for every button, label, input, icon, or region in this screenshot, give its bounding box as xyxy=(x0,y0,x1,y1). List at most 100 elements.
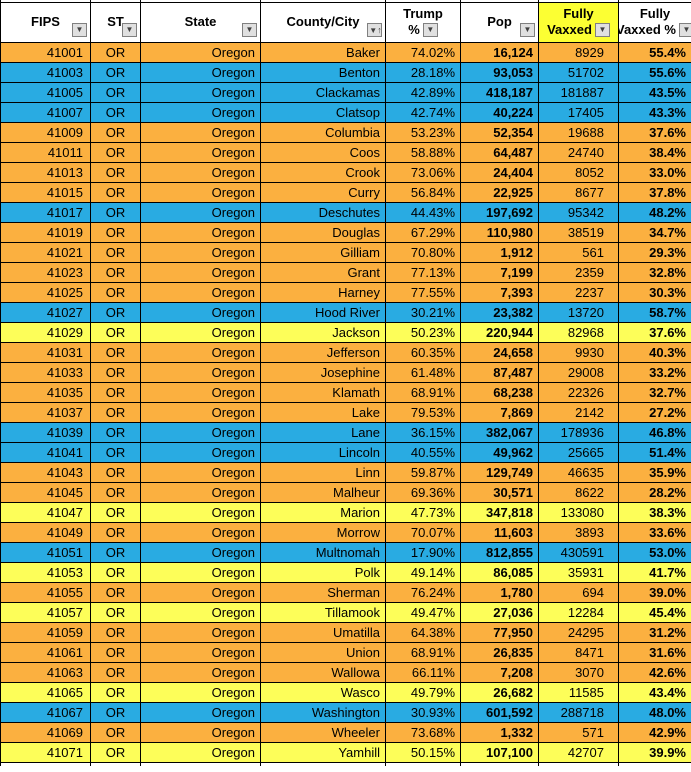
cell-st[interactable]: OR xyxy=(90,261,141,283)
cell-pop[interactable]: 27,036 xyxy=(460,601,539,623)
cell-fips[interactable]: 41019 xyxy=(0,221,91,243)
cell-state[interactable]: Oregon xyxy=(140,201,261,223)
cell-state[interactable]: Oregon xyxy=(140,41,261,63)
cell-fully_vaxxed_pct[interactable]: 32.8% xyxy=(618,261,691,283)
cell-pop[interactable]: 1,780 xyxy=(460,581,539,603)
filter-dropdown-button[interactable]: ▼ xyxy=(122,22,137,37)
cell-state[interactable]: Oregon xyxy=(140,381,261,403)
cell-state[interactable]: Oregon xyxy=(140,641,261,663)
cell-trump_pct[interactable]: 68.91% xyxy=(385,381,461,403)
cell-state[interactable]: Oregon xyxy=(140,361,261,383)
cell-pop[interactable]: 24,658 xyxy=(460,341,539,363)
cell-fully_vaxxed[interactable]: 25665 xyxy=(538,441,619,463)
cell-st[interactable]: OR xyxy=(90,41,141,63)
cell-pop[interactable]: 110,980 xyxy=(460,221,539,243)
cell-fips[interactable]: 41027 xyxy=(0,301,91,323)
cell-trump_pct[interactable]: 67.29% xyxy=(385,221,461,243)
cell-fully_vaxxed_pct[interactable]: 33.0% xyxy=(618,161,691,183)
cell-st[interactable]: OR xyxy=(90,161,141,183)
cell-pop[interactable]: 1,332 xyxy=(460,721,539,743)
cell-fully_vaxxed[interactable]: 95342 xyxy=(538,201,619,223)
cell-county[interactable]: Benton xyxy=(260,61,386,83)
cell-trump_pct[interactable]: 58.88% xyxy=(385,141,461,163)
filter-dropdown-button[interactable]: ▼ xyxy=(520,22,535,37)
cell-fips[interactable]: 41045 xyxy=(0,481,91,503)
cell-pop[interactable]: 40,224 xyxy=(460,101,539,123)
cell-fully_vaxxed_pct[interactable]: 37.6% xyxy=(618,321,691,343)
cell-county[interactable]: Harney xyxy=(260,281,386,303)
cell-state[interactable]: Oregon xyxy=(140,281,261,303)
cell-state[interactable]: Oregon xyxy=(140,601,261,623)
cell-fully_vaxxed[interactable]: 8929 xyxy=(538,41,619,63)
cell-trump_pct[interactable]: 40.55% xyxy=(385,441,461,463)
cell-pop[interactable]: 77,950 xyxy=(460,621,539,643)
cell-state[interactable]: Oregon xyxy=(140,221,261,243)
cell-st[interactable]: OR xyxy=(90,621,141,643)
cell-fully_vaxxed[interactable]: 133080 xyxy=(538,501,619,523)
cell-st[interactable]: OR xyxy=(90,181,141,203)
cell-county[interactable]: Yamhill xyxy=(260,741,386,763)
cell-fully_vaxxed_pct[interactable]: 30.3% xyxy=(618,281,691,303)
cell-st[interactable]: OR xyxy=(90,381,141,403)
cell-fully_vaxxed[interactable]: 430591 xyxy=(538,541,619,563)
cell-state[interactable]: Oregon xyxy=(140,541,261,563)
cell-fully_vaxxed[interactable]: 51702 xyxy=(538,61,619,83)
cell-county[interactable]: Tillamook xyxy=(260,601,386,623)
cell-fully_vaxxed_pct[interactable]: 39.0% xyxy=(618,581,691,603)
cell-fully_vaxxed_pct[interactable]: 43.4% xyxy=(618,681,691,703)
cell-pop[interactable]: 601,592 xyxy=(460,701,539,723)
cell-state[interactable]: Oregon xyxy=(140,241,261,263)
cell-county[interactable]: Multnomah xyxy=(260,541,386,563)
cell-county[interactable]: Grant xyxy=(260,261,386,283)
cell-county[interactable]: Crook xyxy=(260,161,386,183)
cell-fips[interactable]: 41015 xyxy=(0,181,91,203)
cell-fips[interactable]: 41007 xyxy=(0,101,91,123)
cell-county[interactable]: Linn xyxy=(260,461,386,483)
cell-fully_vaxxed[interactable]: 82968 xyxy=(538,321,619,343)
cell-st[interactable]: OR xyxy=(90,641,141,663)
cell-pop[interactable]: 197,692 xyxy=(460,201,539,223)
cell-fips[interactable]: 41063 xyxy=(0,661,91,683)
cell-fips[interactable]: 41031 xyxy=(0,341,91,363)
cell-county[interactable]: Lane xyxy=(260,421,386,443)
cell-fips[interactable]: 41071 xyxy=(0,741,91,763)
cell-state[interactable]: Oregon xyxy=(140,621,261,643)
cell-county[interactable]: Klamath xyxy=(260,381,386,403)
cell-state[interactable]: Oregon xyxy=(140,581,261,603)
cell-fully_vaxxed[interactable]: 694 xyxy=(538,581,619,603)
cell-fully_vaxxed[interactable]: 24295 xyxy=(538,621,619,643)
cell-fully_vaxxed_pct[interactable]: 46.8% xyxy=(618,421,691,443)
cell-county[interactable]: Douglas xyxy=(260,221,386,243)
cell-fully_vaxxed[interactable]: 178936 xyxy=(538,421,619,443)
cell-fully_vaxxed_pct[interactable]: 51.4% xyxy=(618,441,691,463)
cell-fully_vaxxed_pct[interactable]: 38.4% xyxy=(618,141,691,163)
cell-st[interactable]: OR xyxy=(90,281,141,303)
cell-trump_pct[interactable]: 42.89% xyxy=(385,81,461,103)
cell-fully_vaxxed_pct[interactable]: 55.6% xyxy=(618,61,691,83)
cell-pop[interactable]: 107,100 xyxy=(460,741,539,763)
cell-fully_vaxxed_pct[interactable]: 34.7% xyxy=(618,221,691,243)
cell-fully_vaxxed[interactable]: 11585 xyxy=(538,681,619,703)
cell-trump_pct[interactable]: 49.47% xyxy=(385,601,461,623)
cell-fips[interactable]: 41059 xyxy=(0,621,91,643)
cell-state[interactable]: Oregon xyxy=(140,661,261,683)
cell-st[interactable]: OR xyxy=(90,121,141,143)
cell-fully_vaxxed[interactable]: 561 xyxy=(538,241,619,263)
cell-fully_vaxxed[interactable]: 8052 xyxy=(538,161,619,183)
cell-pop[interactable]: 7,869 xyxy=(460,401,539,423)
cell-pop[interactable]: 7,199 xyxy=(460,261,539,283)
cell-fully_vaxxed[interactable]: 571 xyxy=(538,721,619,743)
cell-st[interactable]: OR xyxy=(90,581,141,603)
cell-trump_pct[interactable]: 30.21% xyxy=(385,301,461,323)
cell-trump_pct[interactable]: 76.24% xyxy=(385,581,461,603)
cell-st[interactable]: OR xyxy=(90,221,141,243)
cell-pop[interactable]: 382,067 xyxy=(460,421,539,443)
cell-trump_pct[interactable]: 69.36% xyxy=(385,481,461,503)
cell-fully_vaxxed[interactable]: 22326 xyxy=(538,381,619,403)
cell-fully_vaxxed_pct[interactable]: 53.0% xyxy=(618,541,691,563)
cell-fully_vaxxed[interactable]: 8622 xyxy=(538,481,619,503)
cell-county[interactable]: Baker xyxy=(260,41,386,63)
cell-state[interactable]: Oregon xyxy=(140,741,261,763)
cell-state[interactable]: Oregon xyxy=(140,141,261,163)
cell-fips[interactable]: 41069 xyxy=(0,721,91,743)
